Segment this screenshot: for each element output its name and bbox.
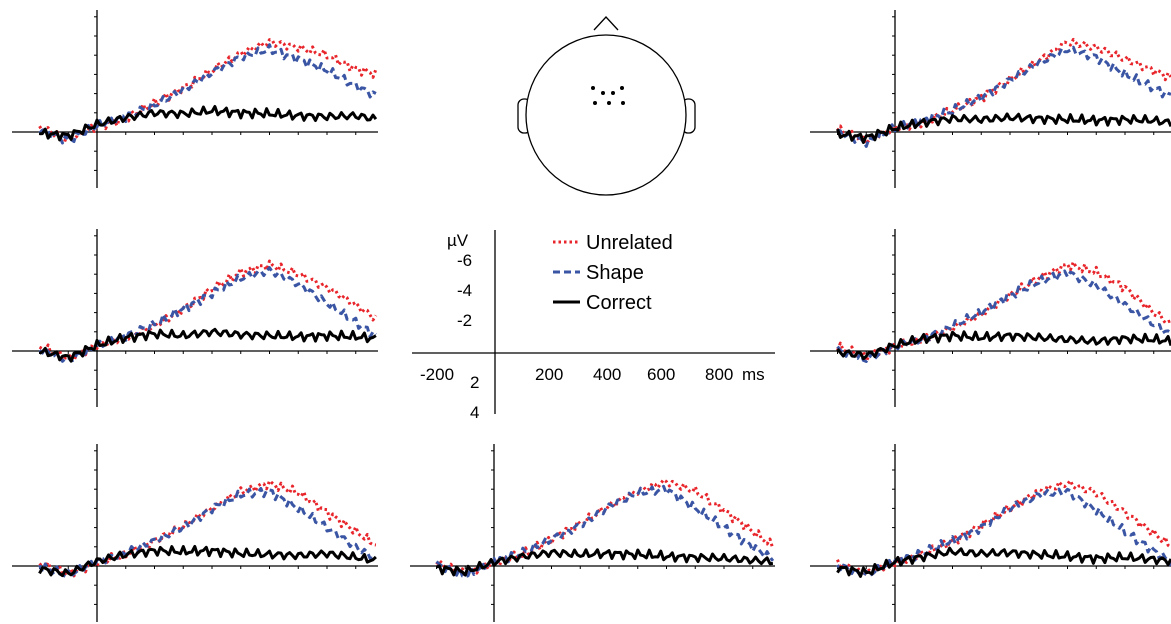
erp-panel — [810, 229, 1171, 407]
electrode-dot — [621, 101, 625, 105]
erp-panel — [12, 444, 378, 622]
y-tick-label: -2 — [457, 311, 472, 330]
electrode-dot — [601, 91, 605, 95]
head-outline — [525, 34, 687, 196]
y-tick-label: -4 — [457, 281, 472, 300]
series-line-unrelated — [38, 259, 378, 362]
series-line-unrelated — [836, 479, 1171, 578]
x-tick-label: 400 — [593, 365, 621, 384]
x-unit-label: ms — [742, 365, 765, 384]
x-tick-label: 200 — [535, 365, 563, 384]
series-line-shape — [837, 45, 1171, 148]
erp-panels — [12, 10, 1171, 622]
series-line-unrelated — [435, 478, 775, 578]
x-tick-label: -200 — [420, 365, 454, 384]
series-line-correct — [39, 105, 378, 142]
electrode-dot — [593, 101, 597, 105]
legend: Unrelated Shape Correct — [553, 232, 673, 314]
series-line-shape — [435, 484, 775, 579]
series-line-correct — [436, 548, 774, 577]
electrode-markers — [591, 86, 625, 105]
series-line-correct — [836, 112, 1171, 144]
y-unit-label: µV — [447, 231, 469, 250]
series-line-correct — [38, 327, 377, 363]
series-line-correct — [38, 545, 377, 578]
series-line-correct — [836, 330, 1171, 361]
erp-panel — [12, 10, 378, 188]
y-tick-label: -6 — [457, 251, 472, 270]
y-tick-label: 2 — [470, 373, 479, 392]
electrode-dot — [607, 101, 611, 105]
series-line-shape — [836, 487, 1171, 579]
x-tick-label: 600 — [647, 365, 675, 384]
x-tick-label: 800 — [705, 365, 733, 384]
electrode-dot — [591, 86, 595, 90]
series-line-correct — [836, 546, 1171, 578]
erp-panel — [410, 444, 775, 622]
legend-label-shape: Shape — [586, 262, 644, 284]
series-line-unrelated — [38, 38, 378, 142]
electrode-dot — [611, 91, 615, 95]
head-map — [517, 16, 696, 196]
erp-panel — [810, 444, 1171, 622]
legend-label-unrelated: Unrelated — [586, 232, 673, 254]
nose-icon — [593, 16, 619, 31]
scale-axis: µV -6 -4 -2 2 4 -200 200 400 600 800 ms — [412, 230, 775, 422]
erp-panel — [12, 229, 378, 407]
legend-label-correct: Correct — [586, 292, 652, 314]
electrode-dot — [620, 86, 624, 90]
y-tick-label: 4 — [470, 403, 479, 422]
erp-panel — [810, 10, 1171, 188]
